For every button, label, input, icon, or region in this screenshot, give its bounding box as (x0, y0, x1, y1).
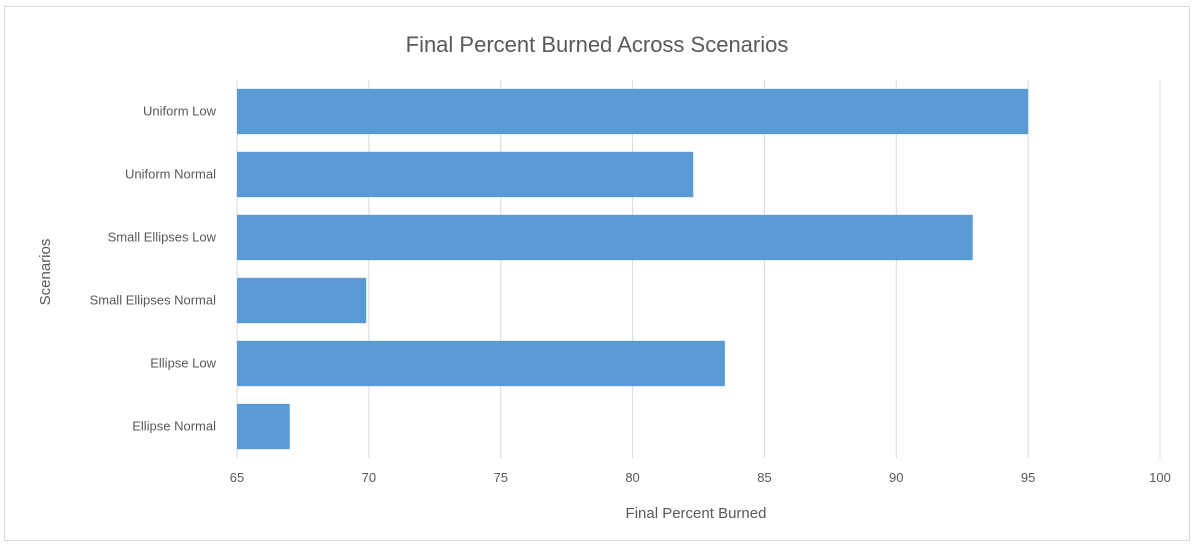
category-label: Uniform Low (143, 104, 217, 119)
category-label: Ellipse Normal (132, 419, 216, 434)
bar (237, 214, 973, 261)
y-axis-categories: Uniform Low Uniform Normal Small Ellipses … (90, 104, 217, 434)
category-label: Ellipse Low (150, 356, 216, 371)
bar (237, 403, 290, 450)
x-axis-title: Final Percent Burned (626, 505, 767, 522)
category-label: Uniform Normal (125, 167, 216, 182)
bar (237, 277, 367, 324)
x-tick-label: 85 (757, 470, 771, 485)
x-tick-label: 90 (889, 470, 903, 485)
bar (237, 340, 725, 387)
y-axis-title: Scenarios (37, 239, 54, 306)
gridlines (236, 80, 1161, 458)
x-tick-label: 70 (362, 470, 376, 485)
chart-title: Final Percent Burned Across Scenarios (406, 32, 789, 57)
x-tick-label: 75 (493, 470, 507, 485)
category-label: Small Ellipses Normal (90, 293, 217, 308)
x-axis-ticks: 65 70 75 80 85 90 95 100 (230, 470, 1171, 485)
x-tick-label: 95 (1021, 470, 1035, 485)
x-tick-label: 65 (230, 470, 244, 485)
bars (237, 88, 1029, 450)
category-label: Small Ellipses Low (108, 230, 217, 245)
x-tick-label: 100 (1149, 470, 1171, 485)
bar (237, 151, 694, 198)
x-tick-label: 80 (625, 470, 639, 485)
bar (237, 88, 1029, 135)
